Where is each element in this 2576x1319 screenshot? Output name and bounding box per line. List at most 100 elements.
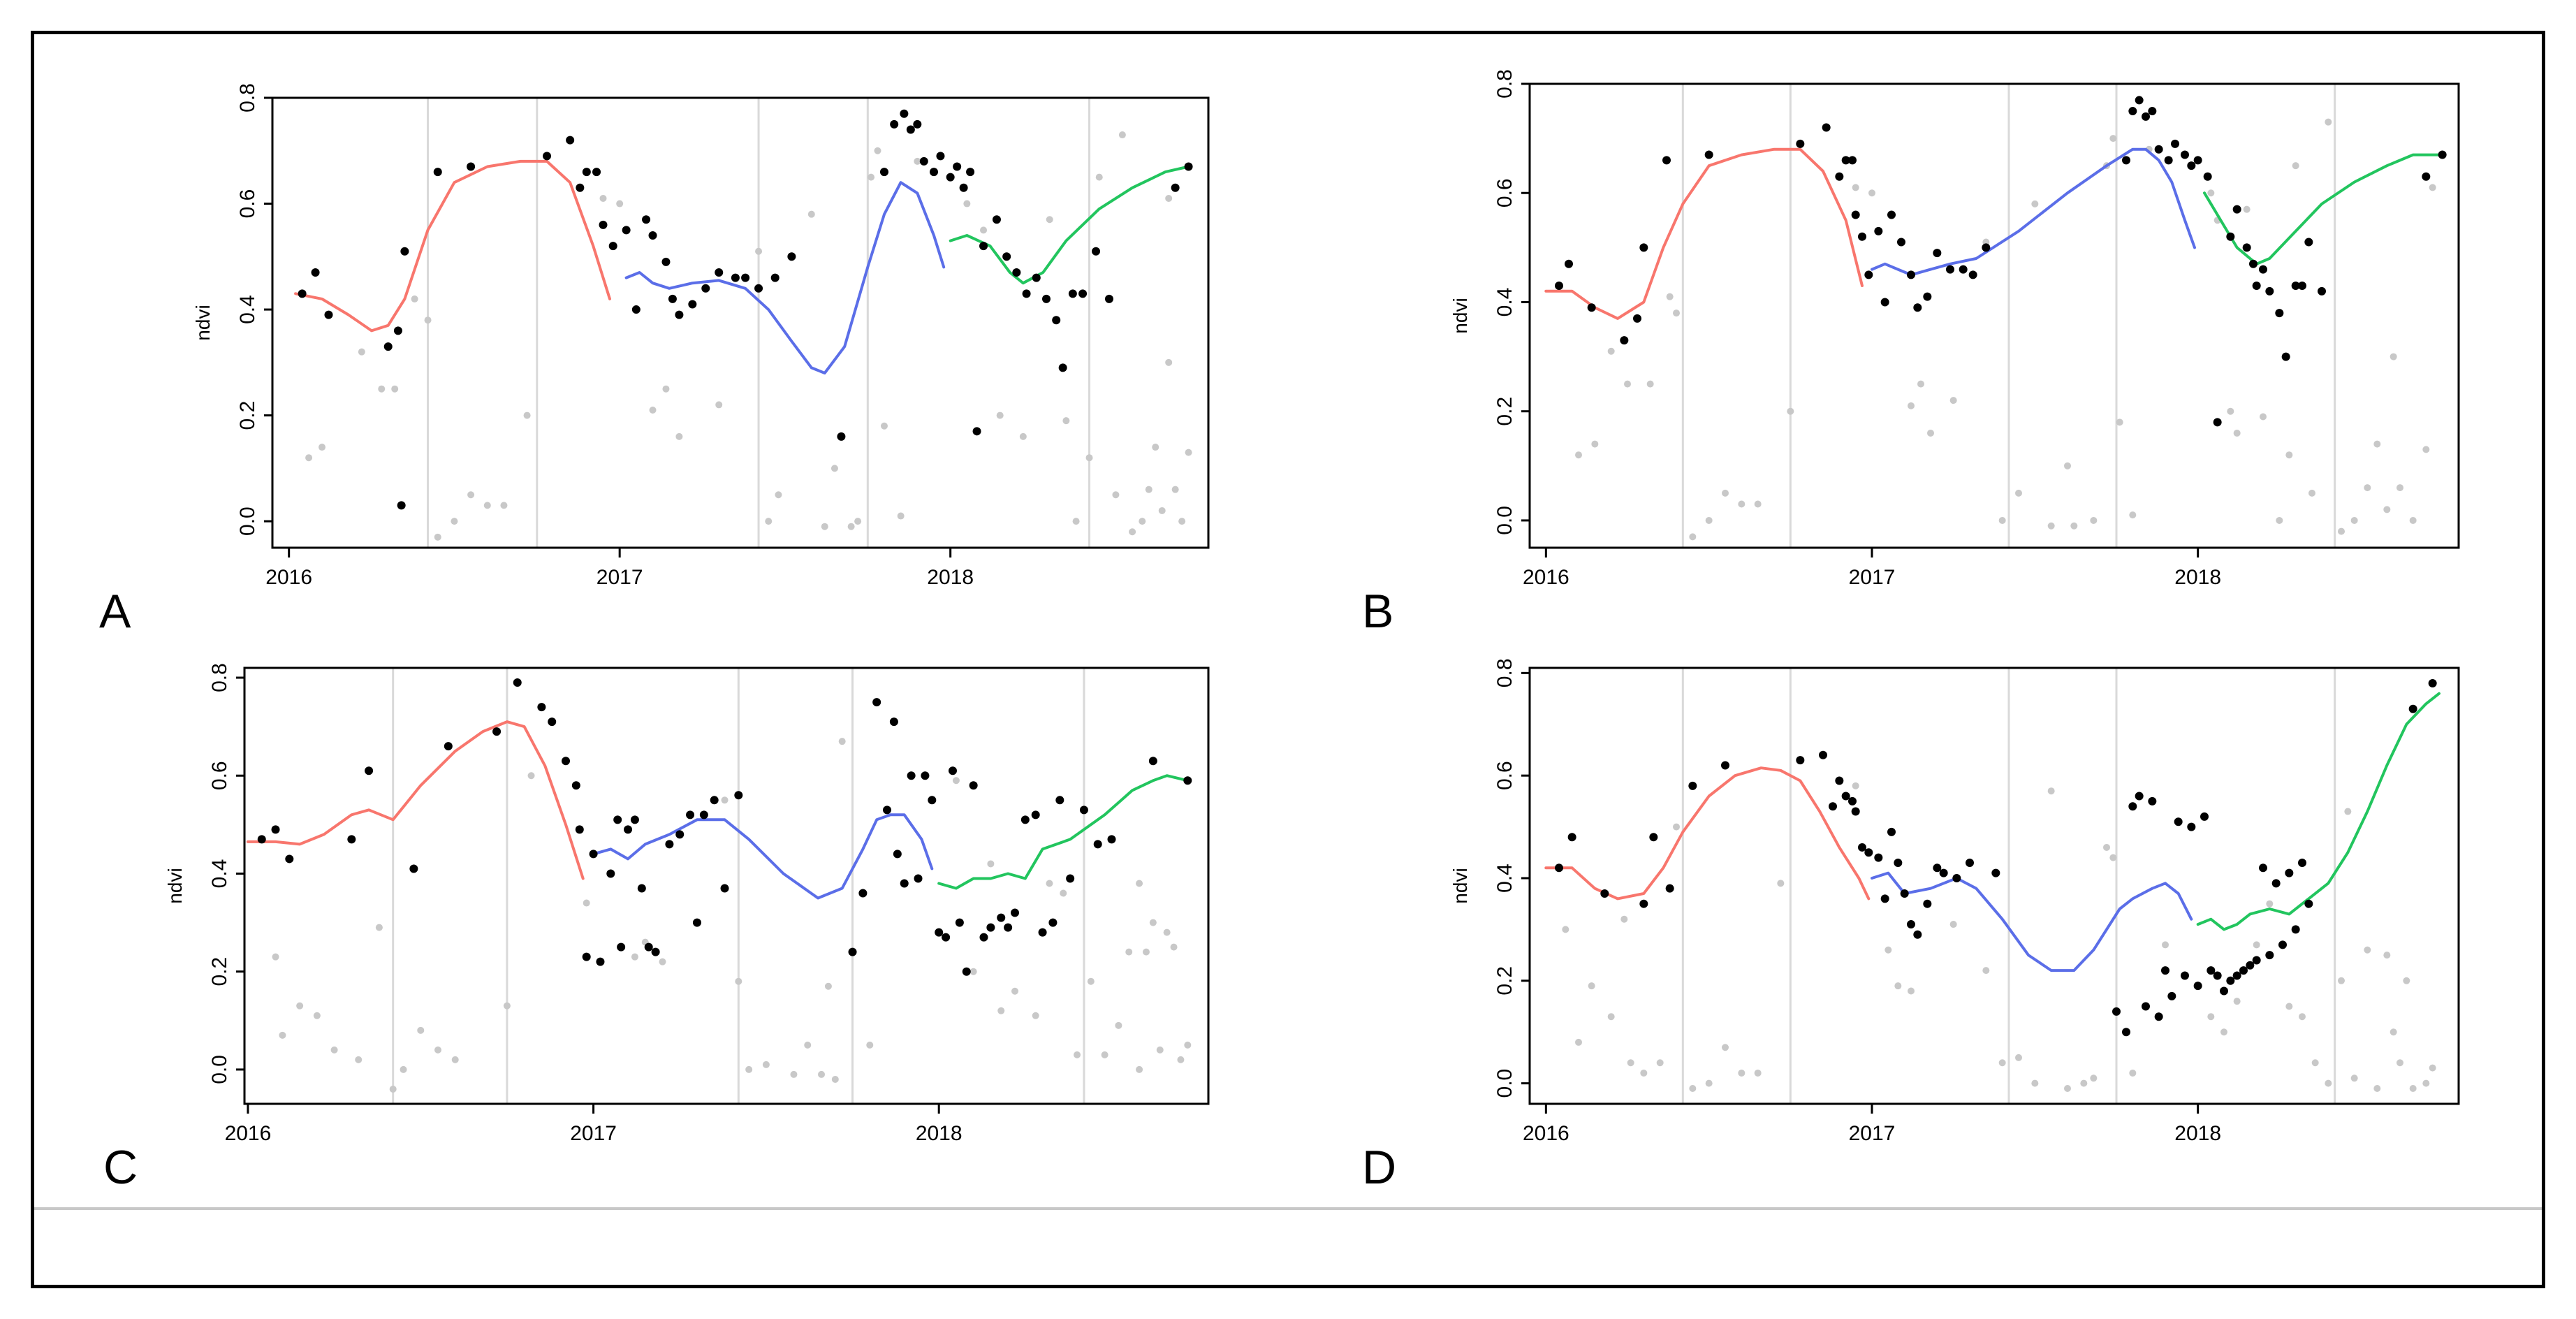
panel-b-observation-point	[1907, 270, 1915, 279]
panel-c-excluded-point	[1074, 1051, 1081, 1058]
panel-b-observation-point	[2318, 286, 2326, 296]
panel-b-excluded-point	[2031, 200, 2039, 207]
panel-a-excluded-point	[411, 295, 418, 303]
panel-d-observation-point	[2128, 802, 2137, 811]
panel-d-excluded-point	[2429, 1064, 2436, 1072]
panel-a-fit-2017	[624, 181, 946, 374]
panel-b-excluded-point	[1673, 309, 1680, 317]
panel-a-excluded-point	[980, 226, 988, 234]
panel-b-observation-point	[2128, 107, 2137, 116]
panel-c-observation-point	[921, 771, 930, 780]
panel-d-observation-point	[1952, 873, 1961, 882]
panel-b-excluded-point	[1754, 500, 1762, 508]
panel-c-observation-point	[1020, 815, 1030, 824]
panel-d-observation-point	[2112, 1007, 2121, 1016]
panel-d-observation-point	[1848, 796, 1857, 806]
panel-c-observation-point	[644, 942, 653, 952]
panel-a-excluded-point	[755, 247, 763, 255]
panel-d-excluded-point	[1754, 1069, 1762, 1077]
panel-b-excluded-point	[2383, 506, 2391, 513]
panel-b-excluded-point	[1646, 380, 1654, 388]
panel-c-excluded-point	[583, 899, 590, 907]
panel-b-observation-point	[1587, 303, 1596, 312]
panel-b-observation-point	[2232, 205, 2241, 214]
panel-c-observation-point	[986, 923, 995, 932]
panel-c-fit-2016	[246, 720, 585, 880]
panel-d-excluded-point	[2409, 1084, 2417, 1092]
panel-a-observation-point	[1068, 289, 1077, 298]
panel-a-observation-point	[837, 432, 846, 441]
panel-c-observation-point	[858, 889, 868, 898]
panel-d-excluded-point	[2015, 1054, 2022, 1061]
panel-a-observation-point	[599, 220, 608, 229]
panel-b-observation-point	[1662, 156, 1671, 165]
panel-a-observation-point	[1041, 294, 1051, 303]
panel-a-observation-point	[668, 294, 677, 303]
panel-a-excluded-point	[424, 316, 432, 324]
panel-a-observation-point	[592, 168, 601, 177]
panel-b-excluded-point	[2292, 162, 2299, 170]
panel-d-observation-point	[1567, 833, 1576, 842]
panel-d-y-tick-label: 0.8	[1493, 658, 1516, 687]
panel-d-fit-2017	[1871, 871, 2193, 972]
panel-c-observation-point	[1055, 796, 1064, 805]
panel-d-excluded-point	[2403, 977, 2410, 984]
panel-a-observation-point	[731, 273, 740, 282]
panel-b-excluded-point	[2064, 462, 2071, 469]
panel-c-excluded-point	[659, 958, 666, 965]
panel-a-excluded-point	[1145, 486, 1152, 493]
panel-c-plot: 0.0 0.2 0.4 0.6 0.8 2016 2017 2018 ndvi	[164, 663, 1210, 1145]
panel-c-excluded-point	[1032, 1012, 1039, 1019]
panel-d-fit-2016	[1544, 766, 1871, 901]
panel-c-x-tick-label: 2018	[916, 1122, 963, 1145]
panel-d-observation-point	[1907, 920, 1915, 929]
panel-b-observation-point	[1864, 270, 1873, 279]
panel-b-excluded-point	[2047, 522, 2055, 530]
panel-a-excluded-point	[1158, 507, 1166, 514]
panel-b-observation-point	[1639, 243, 1648, 252]
panel-a-observation-point	[467, 162, 476, 171]
panel-a-observation-point	[972, 427, 981, 436]
panel-b-y-axis-label: ndvi	[1449, 298, 1471, 333]
panel-c-observation-point	[637, 884, 646, 893]
panel-d-excluded-point	[2090, 1074, 2098, 1082]
panel-d-observation-point	[1966, 858, 1974, 867]
panel-d-excluded-point	[2350, 1074, 2358, 1082]
panel-b-excluded-point	[1917, 380, 1924, 388]
panel-a-observation-point	[642, 215, 651, 224]
panel-c-observation-point	[1066, 874, 1075, 883]
panel-d-excluded-point	[2129, 1069, 2137, 1077]
panel-c-excluded-point	[451, 1056, 459, 1063]
panel-c-excluded-point	[762, 1061, 770, 1068]
panel-b-fit-2016	[1544, 147, 1864, 320]
panel-d-observation-point	[2278, 940, 2287, 949]
panel-a-observation-point	[966, 168, 975, 177]
panel-a-excluded-point	[1129, 528, 1136, 536]
panel-c-observation-point	[596, 957, 605, 966]
panel-a-excluded-point	[305, 454, 313, 462]
panel-d-excluded-point	[2207, 1013, 2215, 1021]
panel-a-excluded-point	[1171, 486, 1179, 493]
panel-d-observation-point	[2135, 792, 2144, 801]
panel-c-observation-point	[562, 757, 570, 766]
panel-c-observation-point	[347, 835, 356, 844]
panel-d-observation-point	[2154, 1012, 2163, 1021]
panel-a-y-tick-label: 0.6	[236, 189, 259, 219]
panel-c-observation-point	[630, 815, 639, 824]
panel-a-observation-point	[1032, 273, 1041, 282]
panel-d-observation-point	[1874, 853, 1883, 862]
panel-c-excluded-point	[1087, 977, 1095, 985]
panel-c-y-tick-label: 0.6	[208, 761, 231, 790]
panel-d-excluded-point	[1640, 1069, 1648, 1077]
panel-c-observation-point	[571, 781, 580, 790]
panel-b-observation-point	[2298, 282, 2306, 291]
panel-d-excluded-point	[2390, 1028, 2397, 1036]
panel-c-observation-point	[624, 825, 633, 834]
panel-d-observation-point	[1796, 756, 1805, 765]
panel-a-fit-2018	[949, 165, 1190, 285]
panel-c-observation-point	[907, 771, 916, 780]
panel-d-excluded-point	[2373, 1084, 2381, 1092]
panel-c-observation-point	[979, 933, 988, 942]
panel-b-observation-point	[2135, 96, 2144, 105]
panel-d-observation-point	[2239, 966, 2248, 975]
